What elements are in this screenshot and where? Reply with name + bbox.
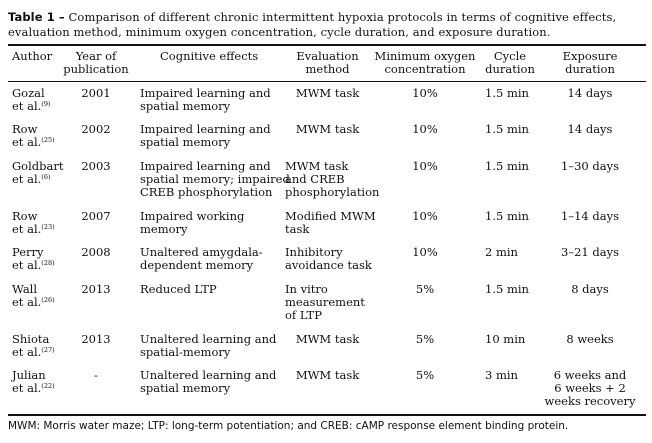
oxygen-cell: 5%	[415, 368, 435, 382]
cognitive-effects-cell: Unaltered learning and spatial memory	[140, 368, 277, 395]
header-cognitive-effects: Cognitive effects	[160, 49, 259, 63]
table-title: Comparison of different chronic intermit…	[8, 10, 617, 39]
header-cycle-duration: Cycle duration	[485, 49, 535, 76]
evaluation-method-cell: Modified MWM task	[285, 209, 376, 236]
cycle-duration-cell: 2 min	[485, 245, 518, 259]
cognitive-effects-cell: Unaltered learning and spatial-memory	[140, 332, 277, 359]
bottom-rule	[8, 414, 646, 416]
exposure-duration-cell: 14 days	[567, 122, 613, 136]
cognitive-effects-cell: Impaired working memory	[140, 209, 245, 236]
evaluation-method-cell: MWM task	[295, 332, 360, 346]
reference-superscript: (9)	[41, 100, 51, 108]
cognitive-effects-cell: Impaired learning and spatial memory	[140, 122, 271, 149]
reference-superscript: (28)	[41, 259, 55, 267]
cycle-duration-cell: 1.5 min	[485, 122, 529, 136]
cycle-duration-cell: 1.5 min	[485, 209, 529, 223]
header-year: Year of publication	[63, 49, 129, 76]
author-cell: Julian et al.(22)	[12, 368, 55, 395]
cycle-duration-cell: 3 min	[485, 368, 518, 382]
year-cell: 2013	[81, 332, 111, 346]
exposure-duration-cell: 6 weeks and 6 weeks + 2 weeks recovery	[544, 368, 636, 408]
oxygen-cell: 5%	[415, 332, 435, 346]
reference-superscript: (26)	[41, 296, 55, 304]
author-cell: Shiota et al.(27)	[12, 332, 55, 359]
header-min-oxygen: Minimum oxygen concentration	[374, 49, 476, 76]
table-label: Table 1 –	[8, 10, 65, 24]
year-cell: 2003	[81, 159, 111, 173]
reference-superscript: (22)	[41, 382, 55, 390]
cycle-duration-cell: 1.5 min	[485, 86, 529, 100]
exposure-duration-cell: 8 days	[571, 282, 609, 296]
reference-superscript: (25)	[41, 136, 55, 144]
evaluation-method-cell: MWM task	[295, 86, 360, 100]
exposure-duration-cell: 14 days	[567, 86, 613, 100]
oxygen-cell: 10%	[412, 159, 438, 173]
author-cell: Perry et al.(28)	[12, 245, 55, 272]
header-exposure-duration: Exposure duration	[562, 49, 618, 76]
oxygen-cell: 10%	[412, 86, 438, 100]
reference-superscript: (27)	[41, 346, 55, 354]
cognitive-effects-cell: Impaired learning and spatial memory	[140, 86, 271, 113]
year-cell: -	[94, 368, 98, 382]
year-cell: 2008	[81, 245, 111, 259]
evaluation-method-cell: In vitro measurement of LTP	[285, 282, 365, 322]
cycle-duration-cell: 1.5 min	[485, 159, 529, 173]
reference-superscript: (6)	[41, 173, 51, 181]
author-cell: Row et al.(23)	[12, 209, 55, 236]
header-rule	[8, 81, 646, 82]
evaluation-method-cell: Inhibitory avoidance task	[285, 245, 372, 272]
cycle-duration-cell: 1.5 min	[485, 282, 529, 296]
oxygen-cell: 10%	[412, 209, 438, 223]
reference-superscript: (23)	[41, 223, 55, 231]
year-cell: 2007	[81, 209, 111, 223]
exposure-duration-cell: 1–14 days	[561, 209, 619, 223]
cognitive-effects-cell: Impaired learning and spatial memory; imp…	[140, 159, 290, 199]
author-cell: Gozal et al.(9)	[12, 86, 51, 113]
evaluation-method-cell: MWM task and CREB phosphorylation	[285, 159, 380, 199]
exposure-duration-cell: 1–30 days	[561, 159, 619, 173]
author-cell: Row et al.(25)	[12, 122, 55, 149]
header-evaluation-method: Evaluation method	[296, 49, 359, 76]
cognitive-effects-cell: Unaltered amygdala-dependent memory	[140, 245, 263, 272]
cognitive-effects-cell: Reduced LTP	[140, 282, 217, 296]
evaluation-method-cell: MWM task	[295, 368, 360, 382]
header-author: Author	[12, 49, 53, 63]
year-cell: 2013	[81, 282, 111, 296]
oxygen-cell: 10%	[412, 245, 438, 259]
oxygen-cell: 10%	[412, 122, 438, 136]
evaluation-method-cell: MWM task	[295, 122, 360, 136]
author-cell: Goldbart et al.(6)	[12, 159, 64, 186]
author-cell: Wall et al.(26)	[12, 282, 55, 309]
year-cell: 2001	[81, 86, 111, 100]
oxygen-cell: 5%	[415, 282, 435, 296]
table-caption: Table 1 – Comparison of different chroni…	[8, 10, 648, 40]
year-cell: 2002	[81, 122, 111, 136]
exposure-duration-cell: 8 weeks	[566, 332, 614, 346]
exposure-duration-cell: 3–21 days	[561, 245, 619, 259]
top-rule	[8, 44, 646, 46]
cycle-duration-cell: 10 min	[485, 332, 526, 346]
table-footnote: MWM: Morris water maze; LTP: long-term p…	[8, 420, 569, 432]
